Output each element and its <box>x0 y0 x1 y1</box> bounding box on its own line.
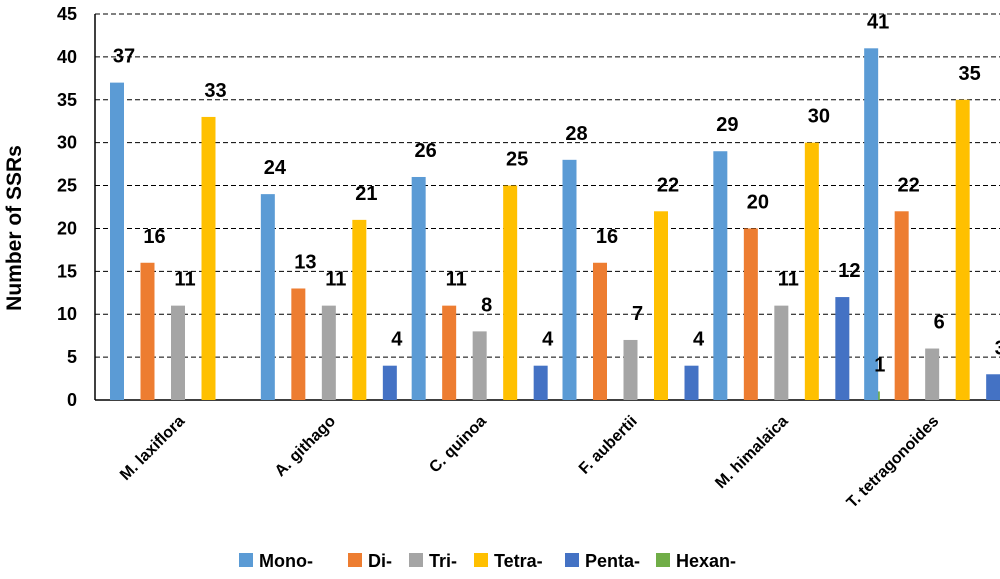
data-label: 3 <box>995 337 1000 359</box>
bar-tetra-4 <box>654 211 668 400</box>
bar-di-5 <box>743 228 758 400</box>
data-label: 1 <box>874 354 885 376</box>
y-tick-label: 20 <box>57 218 77 238</box>
bar-tri-5 <box>774 305 789 400</box>
bar-tetra-6 <box>955 99 970 401</box>
bar-di-6 <box>894 211 909 400</box>
bar-mono-3 <box>411 176 426 400</box>
data-label: 30 <box>808 106 830 128</box>
legend-swatch-tri <box>409 553 423 567</box>
y-axis-title: Number of SSRs <box>3 145 26 311</box>
legend-swatch-di <box>348 553 362 567</box>
bar-tetra-1 <box>201 116 216 400</box>
data-label: 22 <box>898 174 920 196</box>
x-tick-label: C. quinoa <box>426 413 490 477</box>
bars <box>110 48 1000 401</box>
data-label: 24 <box>264 157 287 179</box>
data-label: 4 <box>542 329 554 351</box>
y-tick-label: 0 <box>67 390 77 410</box>
bar-tetra-5 <box>804 142 819 400</box>
data-label: 12 <box>838 260 860 282</box>
bar-mono-2 <box>260 194 275 400</box>
x-tick-label: M. laxiflora <box>117 413 188 484</box>
y-tick-label: 35 <box>57 90 77 110</box>
legend-label: Tetra- <box>494 551 543 571</box>
bar-penta-3 <box>533 365 548 400</box>
data-label: 21 <box>355 183 377 205</box>
legend-label: Mono- <box>259 551 313 571</box>
bar-penta-6 <box>986 374 1000 400</box>
data-label: 11 <box>325 269 346 291</box>
data-label: 13 <box>294 251 316 273</box>
data-label: 29 <box>716 114 738 136</box>
legend-swatch-mono <box>239 553 253 567</box>
bar-mono-5 <box>713 151 728 400</box>
y-tick-label: 5 <box>67 347 77 367</box>
x-tick-label: F. aubertii <box>576 413 641 478</box>
bar-mono-1 <box>110 82 124 400</box>
legend-label: Penta- <box>585 551 640 571</box>
bar-mono-6 <box>864 48 879 401</box>
bar-tetra-2 <box>352 219 367 400</box>
legend-label: Tri- <box>429 551 457 571</box>
bar-penta-4 <box>684 365 699 400</box>
legend-swatch-hexan <box>656 553 670 567</box>
x-tick-label: A. githago <box>272 413 339 480</box>
data-label: 28 <box>565 123 587 145</box>
legend-swatch-penta <box>565 553 579 567</box>
legend-swatch-tetra <box>474 553 488 567</box>
y-tick-label: 25 <box>57 176 77 196</box>
bar-di-4 <box>593 262 607 400</box>
data-label: 11 <box>778 269 799 291</box>
bar-tri-3 <box>472 331 487 400</box>
x-tick-label: T. tetragonoides <box>844 413 943 512</box>
data-label: 41 <box>867 11 889 33</box>
bar-tri-6 <box>925 348 940 400</box>
data-label: 25 <box>506 149 528 171</box>
data-labels: 3716113324131121426118254281672242920113… <box>113 11 1000 376</box>
data-label: 16 <box>143 226 165 248</box>
data-label: 33 <box>204 80 226 102</box>
data-label: 4 <box>391 329 403 351</box>
data-label: 11 <box>174 269 195 291</box>
bar-tri-2 <box>321 305 336 400</box>
data-label: 26 <box>415 140 437 162</box>
data-label: 7 <box>632 303 643 325</box>
legend: Mono- Di- Tri- Tetra- Penta- Hexan- <box>239 551 736 571</box>
y-tick-label: 45 <box>57 4 77 24</box>
data-label: 6 <box>934 312 945 334</box>
bar-tri-1 <box>171 305 185 400</box>
data-label: 8 <box>481 294 492 316</box>
y-tick-label: 30 <box>57 133 77 153</box>
bar-di-1 <box>140 262 155 400</box>
y-tick-label: 10 <box>57 304 77 324</box>
legend-label: Di- <box>368 551 392 571</box>
data-label: 37 <box>113 46 135 68</box>
data-label: 35 <box>959 63 981 85</box>
legend-label: Hexan- <box>676 551 736 571</box>
bar-di-3 <box>442 305 457 400</box>
bar-penta-2 <box>382 365 397 400</box>
axes: 0 5 10 15 20 25 30 35 40 45 M. laxiflora A. githago… <box>57 4 1000 512</box>
data-label: 4 <box>693 329 705 351</box>
x-tick-label: M. himalaica <box>712 413 791 492</box>
bar-tri-4 <box>623 339 638 400</box>
bar-penta-5 <box>835 297 850 400</box>
data-label: 20 <box>747 191 769 213</box>
y-tick-label: 15 <box>57 261 77 281</box>
data-label: 11 <box>446 269 467 291</box>
data-label: 22 <box>657 174 679 196</box>
bar-tetra-3 <box>503 185 518 400</box>
y-tick-label: 40 <box>57 47 77 67</box>
data-label: 16 <box>596 226 618 248</box>
bar-di-2 <box>291 288 306 400</box>
bar-mono-4 <box>562 159 577 400</box>
